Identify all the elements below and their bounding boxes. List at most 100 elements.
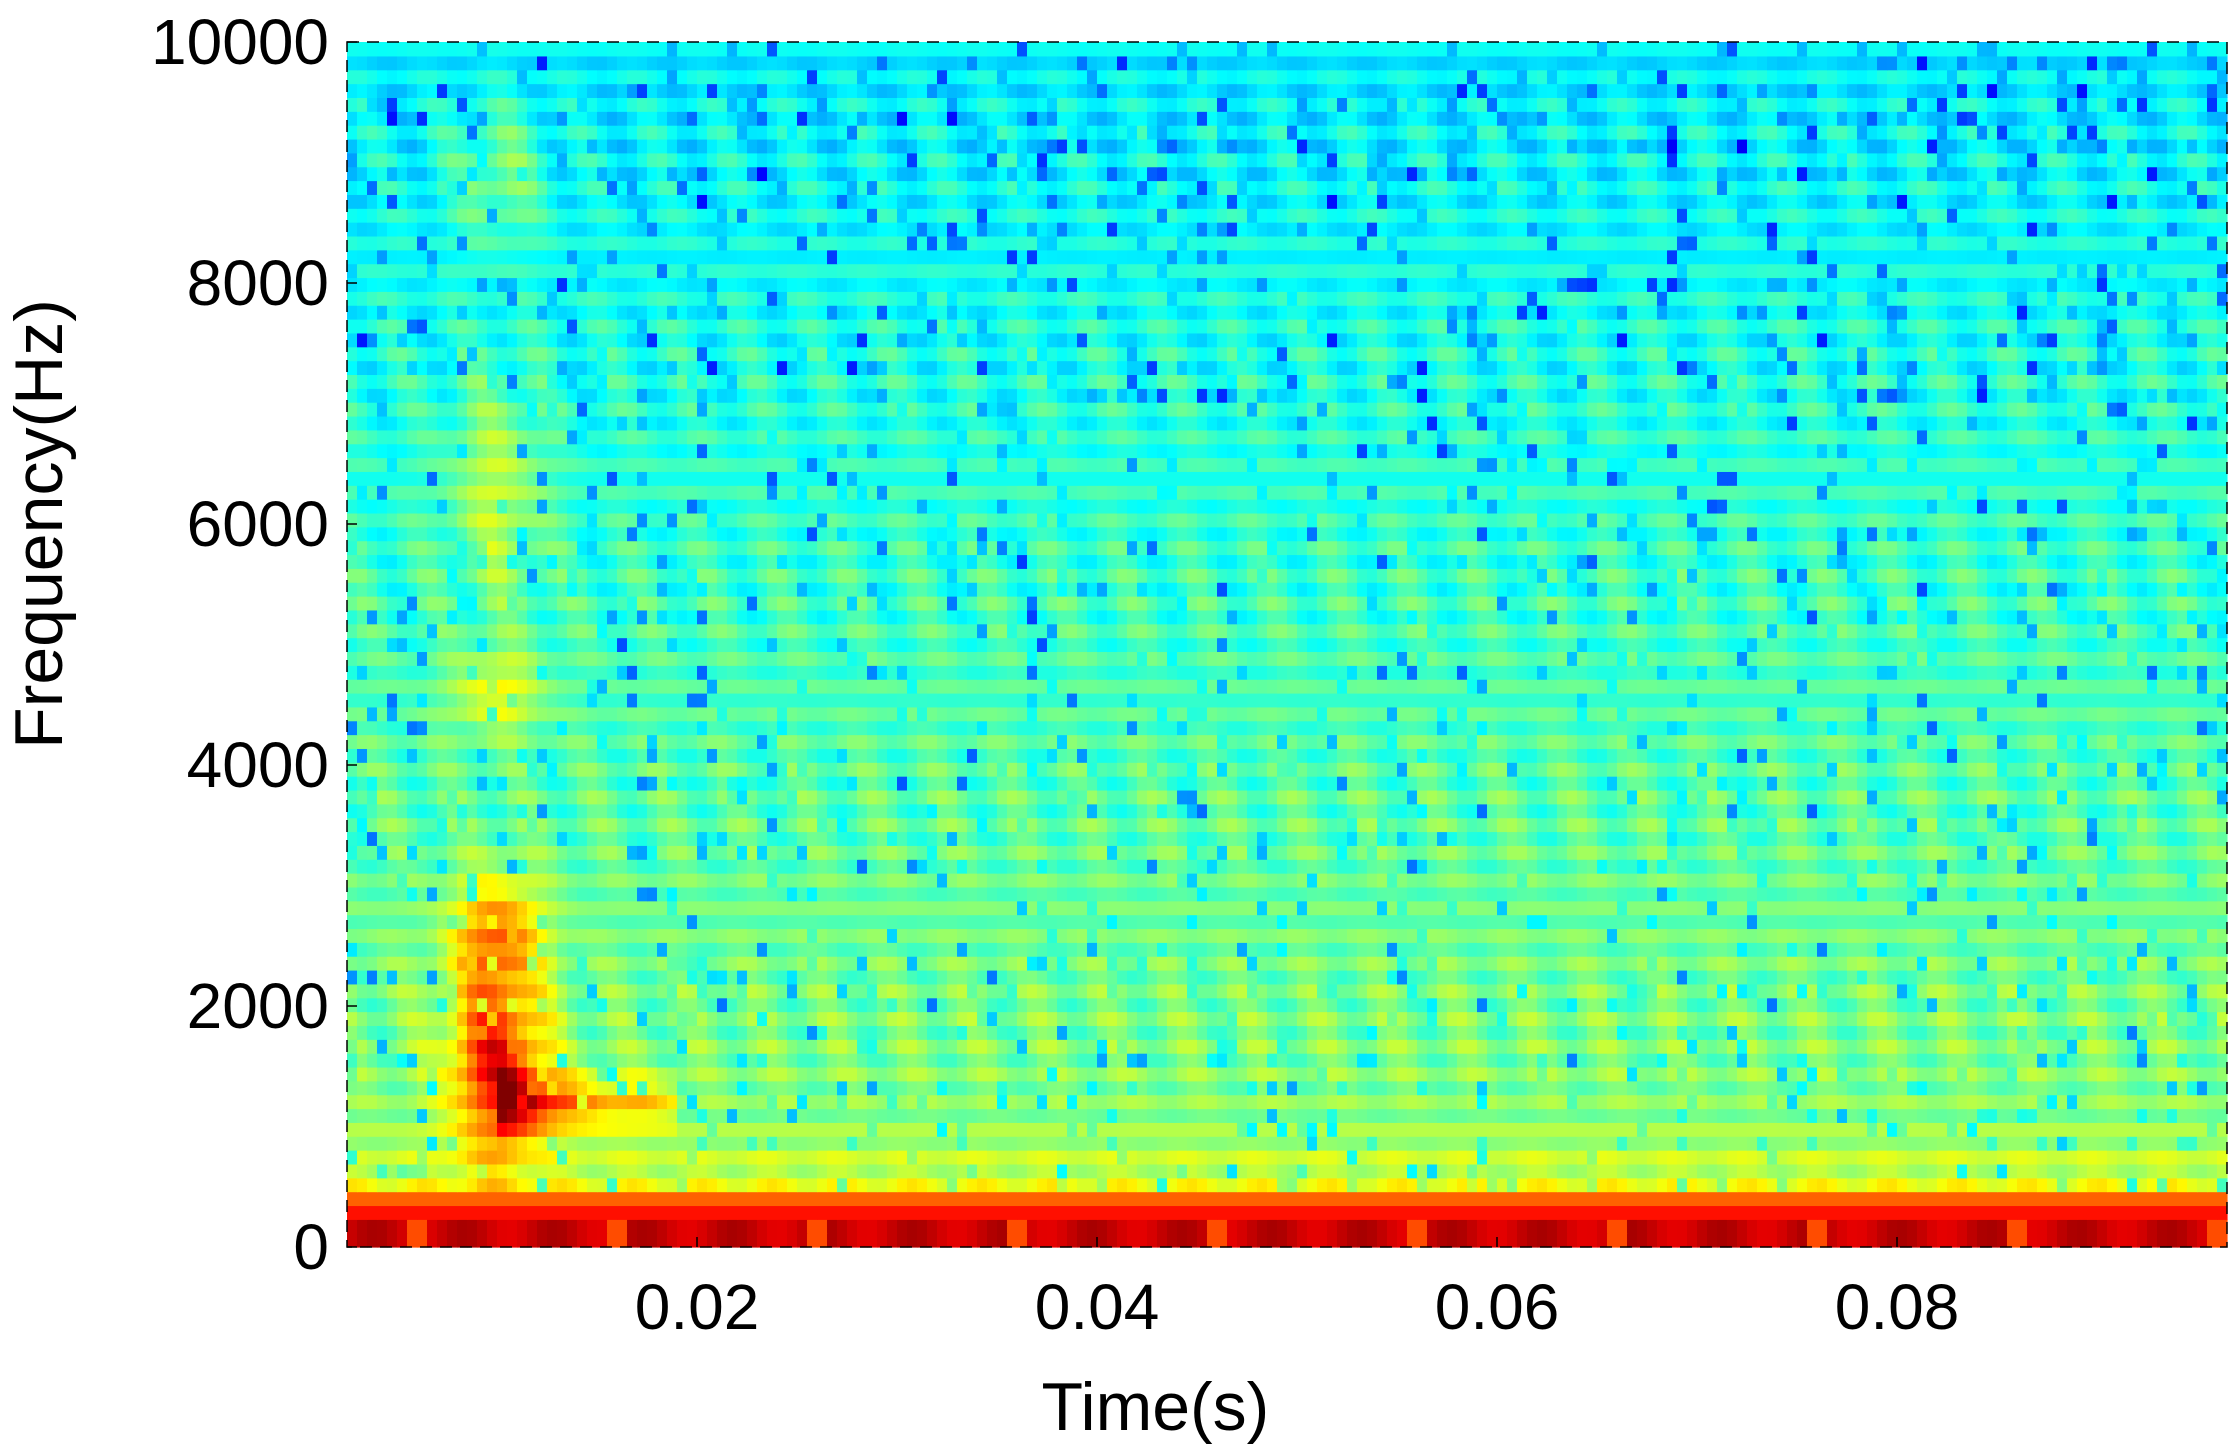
heatmap-cell	[947, 1053, 958, 1068]
heatmap-cell	[2007, 1108, 2018, 1123]
heatmap-cell	[587, 1108, 598, 1123]
heatmap-cell	[1017, 900, 1028, 916]
heatmap-cell	[657, 1136, 668, 1151]
heatmap-cell	[1237, 1122, 1248, 1137]
heatmap-cell	[1367, 1136, 1378, 1151]
heatmap-cell	[1957, 1136, 1968, 1151]
heatmap-cell	[1637, 1150, 1648, 1165]
heatmap-cell	[2217, 1150, 2228, 1165]
heatmap-cell	[1187, 942, 1198, 957]
heatmap-cell	[1757, 1150, 1768, 1165]
heatmap-cell	[1767, 900, 1778, 916]
heatmap-cell	[567, 1233, 578, 1248]
heatmap-cell	[2107, 997, 2118, 1013]
heatmap-cell	[547, 956, 558, 971]
heatmap-cell	[1527, 1108, 1538, 1123]
heatmap-cell	[1367, 1177, 1378, 1193]
heatmap-cell	[567, 1205, 578, 1220]
heatmap-cell	[687, 983, 698, 999]
heatmap-cell	[917, 1011, 928, 1026]
heatmap-cell	[2077, 900, 2088, 916]
heatmap-cell	[1877, 1233, 1888, 1248]
heatmap-cell	[1607, 1122, 1618, 1137]
heatmap-cell	[1307, 1163, 1318, 1179]
heatmap-cell	[1147, 956, 1158, 971]
heatmap-cell	[627, 914, 638, 930]
heatmap-cell	[1687, 942, 1698, 957]
heatmap-cell	[1167, 928, 1178, 943]
heatmap-cell	[647, 1233, 658, 1248]
heatmap-cell	[2097, 1053, 2108, 1068]
heatmap-cell	[1787, 928, 1798, 943]
heatmap-cell	[1677, 1205, 1688, 1220]
heatmap-cell	[697, 928, 708, 943]
heatmap-cell	[1067, 1025, 1078, 1040]
heatmap-cell	[757, 1136, 768, 1151]
heatmap-cell	[1497, 1108, 1508, 1123]
heatmap-cell	[597, 969, 608, 985]
heatmap-cell	[1197, 942, 1208, 957]
heatmap-cell	[1317, 1219, 1328, 1234]
heatmap-cell	[1527, 956, 1538, 971]
heatmap-cell	[737, 1191, 748, 1207]
heatmap-cell	[2157, 1108, 2168, 1123]
heatmap-cell	[797, 1163, 808, 1179]
heatmap-cell	[477, 914, 488, 930]
heatmap-cell	[1247, 1080, 1258, 1096]
heatmap-cell	[1237, 928, 1248, 943]
heatmap-cell	[1247, 1163, 1258, 1179]
heatmap-cell	[1457, 1025, 1468, 1040]
heatmap-cell	[787, 1108, 798, 1123]
heatmap-cell	[1107, 942, 1118, 957]
heatmap-cell	[987, 1233, 998, 1248]
heatmap-cell	[697, 1053, 708, 1068]
heatmap-cell	[917, 1025, 928, 1040]
heatmap-cell	[507, 997, 518, 1013]
heatmap-cell	[1737, 1191, 1748, 1207]
heatmap-cell	[1597, 1080, 1608, 1096]
heatmap-cell	[1787, 1136, 1798, 1151]
heatmap-cell	[1597, 928, 1608, 943]
heatmap-cell	[367, 1136, 378, 1151]
heatmap-cell	[1797, 1205, 1808, 1220]
heatmap-cell	[1527, 1025, 1538, 1040]
heatmap-cell	[807, 1205, 818, 1220]
heatmap-cell	[1567, 1205, 1578, 1220]
heatmap-cell	[1367, 1053, 1378, 1068]
heatmap-cell	[1157, 1066, 1168, 1082]
heatmap-cell	[727, 886, 738, 902]
heatmap-cell	[1287, 956, 1298, 971]
heatmap-cell	[2037, 1219, 2048, 1234]
heatmap-cell	[1577, 886, 1588, 902]
heatmap-cell	[757, 1025, 768, 1040]
heatmap-cell	[1007, 956, 1018, 971]
heatmap-cell	[927, 1205, 938, 1220]
heatmap-cell	[407, 1177, 418, 1193]
heatmap-cell	[1007, 1136, 1018, 1151]
heatmap-cell	[1017, 983, 1028, 999]
heatmap-cell	[1997, 1163, 2008, 1179]
heatmap-cell	[617, 956, 628, 971]
heatmap-cell	[2027, 942, 2038, 957]
heatmap-cell	[1627, 1039, 1638, 1054]
heatmap-cell	[1377, 1108, 1388, 1123]
heatmap-cell	[417, 873, 428, 888]
heatmap-cell	[1767, 997, 1778, 1013]
heatmap-cell	[1167, 1177, 1178, 1193]
heatmap-cell	[667, 914, 678, 930]
heatmap-cell	[1277, 1011, 1288, 1026]
heatmap-cell	[1607, 928, 1618, 943]
heatmap-cell	[1027, 914, 1038, 930]
heatmap-cell	[517, 886, 528, 902]
heatmap-cell	[2157, 1205, 2168, 1220]
heatmap-cell	[1037, 1011, 1048, 1026]
heatmap-cell	[1437, 969, 1448, 985]
heatmap-cell	[2137, 1163, 2148, 1179]
heatmap-cell	[637, 1011, 648, 1026]
heatmap-cell	[767, 983, 778, 999]
heatmap-cell	[1677, 1191, 1688, 1207]
heatmap-cell	[667, 1163, 678, 1179]
heatmap-cell	[967, 1136, 978, 1151]
heatmap-cell	[1407, 1108, 1418, 1123]
heatmap-cell	[1207, 1108, 1218, 1123]
